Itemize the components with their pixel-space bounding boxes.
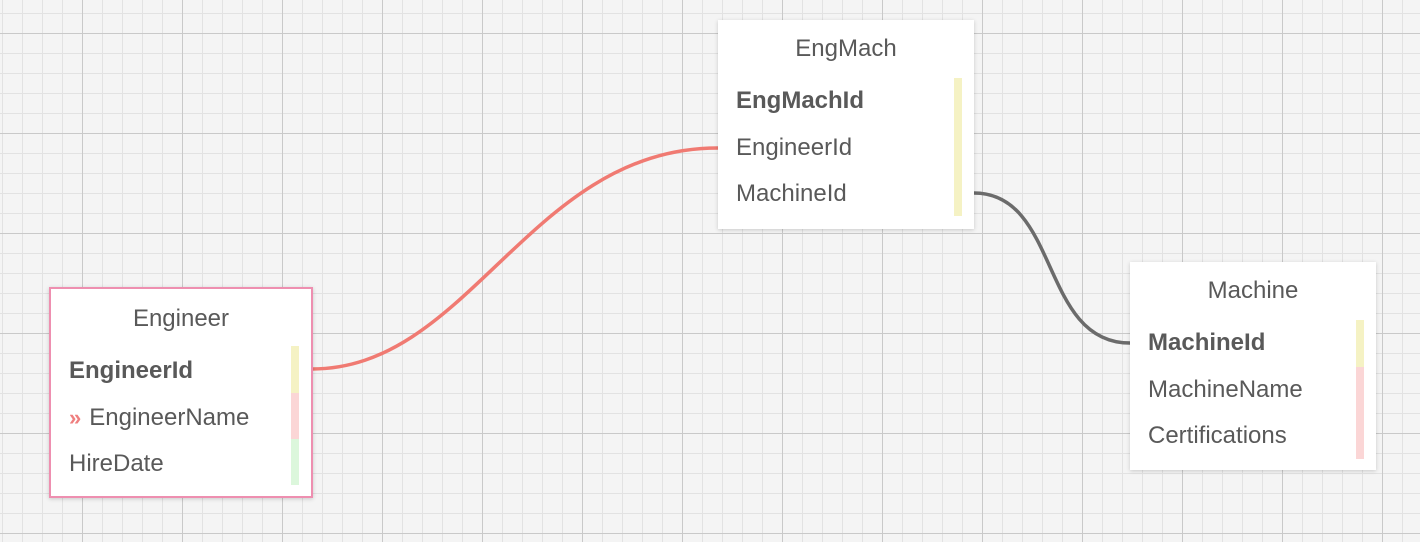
field-machine-name[interactable]: MachineName xyxy=(1148,376,1303,403)
key-marker-pk xyxy=(291,346,299,393)
table-title: Engineer xyxy=(132,305,230,332)
field-engineer-name[interactable]: » EngineerName xyxy=(69,403,249,433)
field-certifications[interactable]: Certifications xyxy=(1148,422,1287,449)
field-machine-id[interactable]: MachineId xyxy=(736,180,847,207)
field-engmach-id[interactable]: EngMachId xyxy=(736,87,865,114)
table-title: Machine xyxy=(1207,277,1299,304)
field-engineer-id[interactable]: EngineerId xyxy=(736,134,853,161)
field-engineer-id[interactable]: EngineerId xyxy=(69,357,194,384)
key-marker-pk xyxy=(1356,320,1364,367)
link-engmach-machine[interactable] xyxy=(973,191,1131,345)
key-marker-attr xyxy=(291,439,299,485)
double-chevron-right-icon: » xyxy=(69,405,82,430)
table-engineer[interactable]: Engineer EngineerId » EngineerName HireDa… xyxy=(49,287,313,498)
key-marker-attr xyxy=(291,393,299,439)
field-label: EngineerName xyxy=(89,404,250,431)
table-engmach[interactable]: EngMach EngMachId EngineerId MachineId xyxy=(718,20,974,229)
key-marker-attr xyxy=(1356,367,1364,459)
key-marker-pk xyxy=(954,78,962,216)
table-title: EngMach xyxy=(795,35,897,62)
field-hire-date[interactable]: HireDate xyxy=(69,450,164,477)
link-engineer-engmach[interactable] xyxy=(311,146,719,371)
table-machine[interactable]: Machine MachineId MachineName Certificat… xyxy=(1130,262,1376,470)
field-machine-id[interactable]: MachineId xyxy=(1148,329,1266,356)
